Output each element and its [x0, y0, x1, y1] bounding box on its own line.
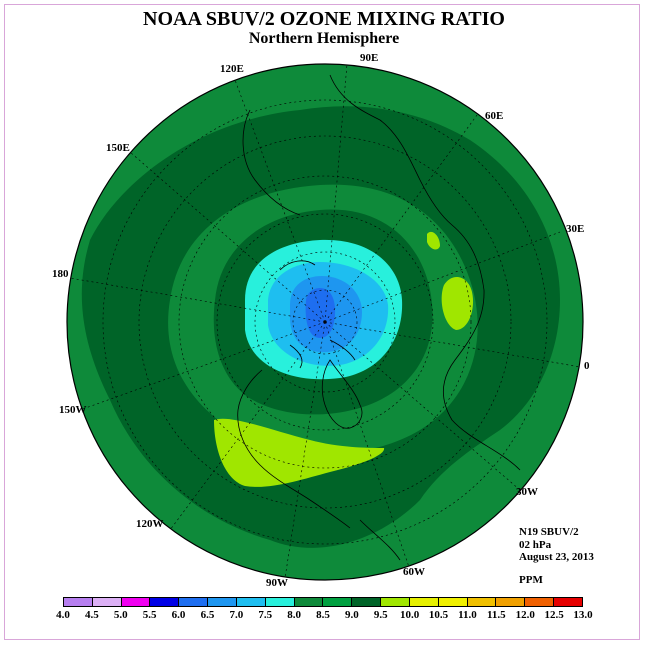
colorbar-swatch: [208, 598, 237, 606]
meridian-120w: [169, 321, 326, 531]
units-label: PPM: [519, 574, 543, 586]
colorbar-swatch: [438, 598, 468, 606]
colorbar-swatch: [323, 598, 353, 606]
level-label: 02 hPa: [519, 539, 552, 551]
coastline-arctic-islands: [279, 260, 356, 369]
colorbar-swatch: [121, 598, 151, 606]
date-label: August 23, 2013: [519, 551, 594, 563]
colorbar-tick-label: 12.5: [544, 609, 564, 621]
field-yellow-green-na: [214, 418, 385, 487]
map-title: NOAA SBUV/2 OZONE MIXING RATIO: [143, 8, 505, 30]
colorbar-tick-label: 6.0: [171, 609, 186, 621]
colorbar: [63, 597, 583, 607]
meridian-60w: [324, 321, 411, 571]
colorbar-tick-label: 9.0: [345, 609, 359, 621]
colorbar-tick-label: 12.0: [515, 609, 535, 621]
meridian-180: [69, 277, 326, 323]
colorbar-tick-label: 7.0: [229, 609, 244, 621]
lon-label-180: 180: [52, 268, 69, 280]
colorbar-swatch: [381, 598, 410, 606]
colorbar-swatch: [525, 598, 555, 606]
lon-label-30w: 30W: [516, 486, 538, 498]
lon-label-30e: 30E: [566, 223, 585, 235]
meridian-0: [324, 321, 581, 368]
plot-frame: [4, 4, 640, 640]
lat-circle-30: [102, 99, 548, 545]
map-subtitle: Northern Hemisphere: [248, 30, 400, 47]
lon-label-150w: 150W: [59, 404, 87, 416]
lat-circle-60: [216, 213, 434, 431]
coastline-south-america: [359, 519, 401, 561]
lon-label-60e: 60E: [485, 110, 504, 122]
colorbar-tick-label: 4.0: [56, 609, 70, 621]
coastline-eurasia: [329, 74, 521, 471]
lon-label-120e: 120E: [220, 63, 244, 75]
colorbar-tick-label: 5.5: [142, 609, 157, 621]
coastline-north-america: [237, 369, 351, 529]
lon-label-0: 0: [584, 360, 590, 372]
meridian-90e: [324, 64, 348, 323]
colorbar-swatch: [179, 598, 209, 606]
colorbar-tick-label: 11.5: [487, 609, 506, 621]
colorbar-swatch: [265, 598, 295, 606]
colorbar-tick-label: 8.5: [316, 609, 330, 621]
colorbar-swatch: [467, 598, 497, 606]
colorbar-swatch: [554, 598, 582, 606]
field-deep-blue: [305, 288, 336, 338]
colorbar-swatch: [496, 598, 526, 606]
lon-label-60w: 60W: [403, 566, 425, 578]
colorbar-tick-label: 7.5: [258, 609, 273, 621]
colorbar-swatch: [150, 598, 180, 606]
map-boundary: [66, 63, 584, 581]
colorbar-swatch: [64, 598, 93, 606]
meridian-150e: [129, 151, 326, 323]
field-yellow-green-eu-small: [427, 231, 440, 250]
colorbar-swatch: [294, 598, 324, 606]
lon-label-150e: 150E: [106, 142, 130, 154]
coastline-greenland: [321, 359, 363, 429]
colorbar-swatch: [236, 598, 266, 606]
colorbar-swatch: [92, 598, 122, 606]
colorbar-tick-label: 6.5: [200, 609, 215, 621]
coastline-asia-east: [242, 109, 301, 216]
lat-circle-50: [178, 175, 472, 469]
colorbar-tick-label: 10.5: [428, 609, 449, 621]
lat-circle-80: [292, 289, 358, 355]
field-yellow-green-eu: [441, 276, 474, 330]
colorbar-tick-label: 11.0: [458, 609, 477, 621]
meridian-90w: [284, 321, 326, 579]
colorbar-tick-label: 4.5: [85, 609, 99, 621]
meridian-150w: [79, 321, 326, 411]
lat-circle-40: [138, 135, 512, 509]
colorbar-swatch: [352, 598, 382, 606]
lon-label-90w: 90W: [266, 577, 288, 589]
colorbar-tick-label: 9.5: [373, 609, 388, 621]
colorbar-tick-label: 13.0: [573, 609, 593, 621]
lon-label-90e: 90E: [360, 52, 379, 64]
lat-circle-70: [254, 251, 396, 393]
meridian-30e: [324, 231, 561, 323]
meridian-120e: [234, 79, 326, 323]
colorbar-swatch: [409, 598, 439, 606]
colorbar-tick-label: 10.0: [400, 609, 420, 621]
lon-label-120w: 120W: [136, 518, 164, 530]
colorbar-tick-label: 5.0: [113, 609, 128, 621]
colorbar-tick-label: 8.0: [287, 609, 301, 621]
instrument-label: N19 SBUV/2: [519, 526, 579, 538]
